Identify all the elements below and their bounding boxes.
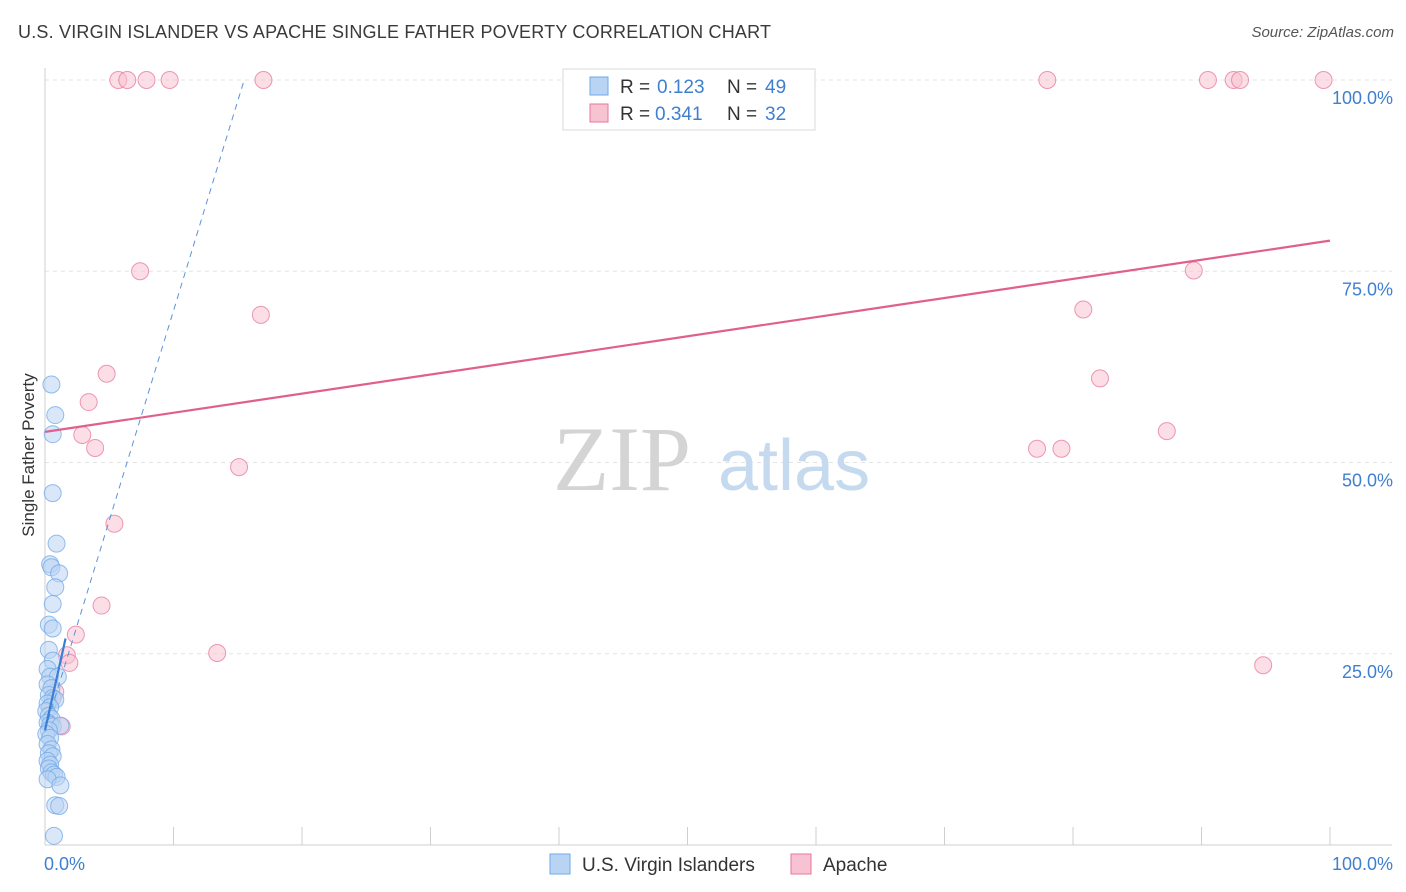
apache-point-13 xyxy=(1074,300,1093,319)
apache-point-4 xyxy=(254,71,273,89)
apache-point-25 xyxy=(66,625,85,644)
apache-point-5 xyxy=(1038,71,1057,89)
apache-point-21 xyxy=(1052,439,1071,458)
apache-point-23 xyxy=(105,514,124,533)
series-legend-swatch-virgin-islanders xyxy=(549,853,571,875)
apache-point-10 xyxy=(131,262,150,281)
legend-n-value-1: 49 xyxy=(765,77,786,98)
apache-point-8 xyxy=(1231,71,1250,89)
watermark-atlas: atlas xyxy=(718,426,870,506)
y-tick-label-2: 75.0% xyxy=(1342,279,1393,299)
series-legend-swatch-apache xyxy=(790,853,812,875)
y-tick-label-0: 25.0% xyxy=(1342,662,1393,682)
legend-r-value-1: 0.123 xyxy=(657,77,705,98)
gridlines xyxy=(45,79,1392,655)
chart-title: U.S. VIRGIN ISLANDER VS APACHE SINGLE FA… xyxy=(18,22,772,42)
watermark: ZIP atlas xyxy=(553,408,870,510)
legend-n-label-1: N = xyxy=(727,77,757,98)
legend: R = 0.123 N = 49 R = 0.341 N = 32 xyxy=(562,68,816,131)
apache-point-1 xyxy=(118,71,137,89)
virgin-islanders-point-3 xyxy=(43,484,62,503)
virgin-islanders-point-47 xyxy=(50,796,69,815)
legend-r-value-2: 0.341 xyxy=(655,104,703,125)
series-legend-label-virgin-islanders: U.S. Virgin Islanders xyxy=(582,855,755,876)
series-legend-label-apache: Apache xyxy=(823,855,887,876)
apache-point-2 xyxy=(137,71,156,89)
apache-point-14 xyxy=(1090,369,1109,388)
apache-points xyxy=(46,71,1333,736)
apache-point-20 xyxy=(1028,439,1047,458)
legend-swatch-virgin-islanders xyxy=(589,76,609,96)
y-tick-label-1: 50.0% xyxy=(1342,471,1393,491)
apache-point-11 xyxy=(251,305,270,324)
apache-point-29 xyxy=(1254,656,1273,675)
apache-point-9 xyxy=(1314,71,1333,89)
apache-point-24 xyxy=(92,596,111,615)
apache-point-12 xyxy=(1184,261,1203,280)
apache-point-18 xyxy=(86,438,105,457)
tick-labels: 0.0% 100.0% 25.0% 50.0% 75.0% 100.0% xyxy=(44,88,1393,874)
virgin-islanders-point-0 xyxy=(42,375,61,394)
legend-n-label-2: N = xyxy=(727,104,757,125)
apache-point-17 xyxy=(73,425,92,444)
legend-swatch-apache xyxy=(589,103,609,123)
virgin-islanders-point-45 xyxy=(51,776,70,795)
virgin-islanders-point-11 xyxy=(43,619,62,638)
apache-point-26 xyxy=(208,643,227,662)
virgin-islanders-point-48 xyxy=(44,826,63,845)
virgin-islanders-point-9 xyxy=(43,595,62,614)
legend-n-value-2: 32 xyxy=(765,104,786,125)
virgin-islanders-point-4 xyxy=(47,534,66,553)
trend-lines xyxy=(43,79,1331,731)
watermark-zip: ZIP xyxy=(553,408,691,510)
virgin-islanders-point-1 xyxy=(46,406,65,425)
source-label: Source: ZipAtlas.com xyxy=(1251,24,1394,41)
virgin-islanders-point-8 xyxy=(46,578,65,597)
apache-trend-line xyxy=(44,239,1331,433)
virgin-islanders-trend-line xyxy=(43,638,67,731)
apache-point-6 xyxy=(1198,71,1217,89)
apache-point-19 xyxy=(230,458,249,477)
virgin-islanders-point-2 xyxy=(43,425,62,444)
apache-point-22 xyxy=(1157,422,1176,441)
y-tick-label-3: 100.0% xyxy=(1332,88,1393,108)
legend-r-label-2: R = xyxy=(620,104,650,125)
virgin-islanders-trend-extension xyxy=(44,79,245,731)
apache-point-15 xyxy=(97,364,116,383)
series-legend: U.S. Virgin Islanders Apache xyxy=(549,853,887,876)
legend-r-label-1: R = xyxy=(620,77,650,98)
x-tick-label-0: 0.0% xyxy=(44,854,85,874)
apache-point-28 xyxy=(60,653,79,672)
apache-point-16 xyxy=(79,393,98,412)
apache-point-3 xyxy=(160,71,179,89)
y-axis-title: Single Father Poverty xyxy=(19,373,38,537)
x-tick-label-1: 100.0% xyxy=(1332,854,1393,874)
virgin-islanders-points xyxy=(37,375,70,845)
